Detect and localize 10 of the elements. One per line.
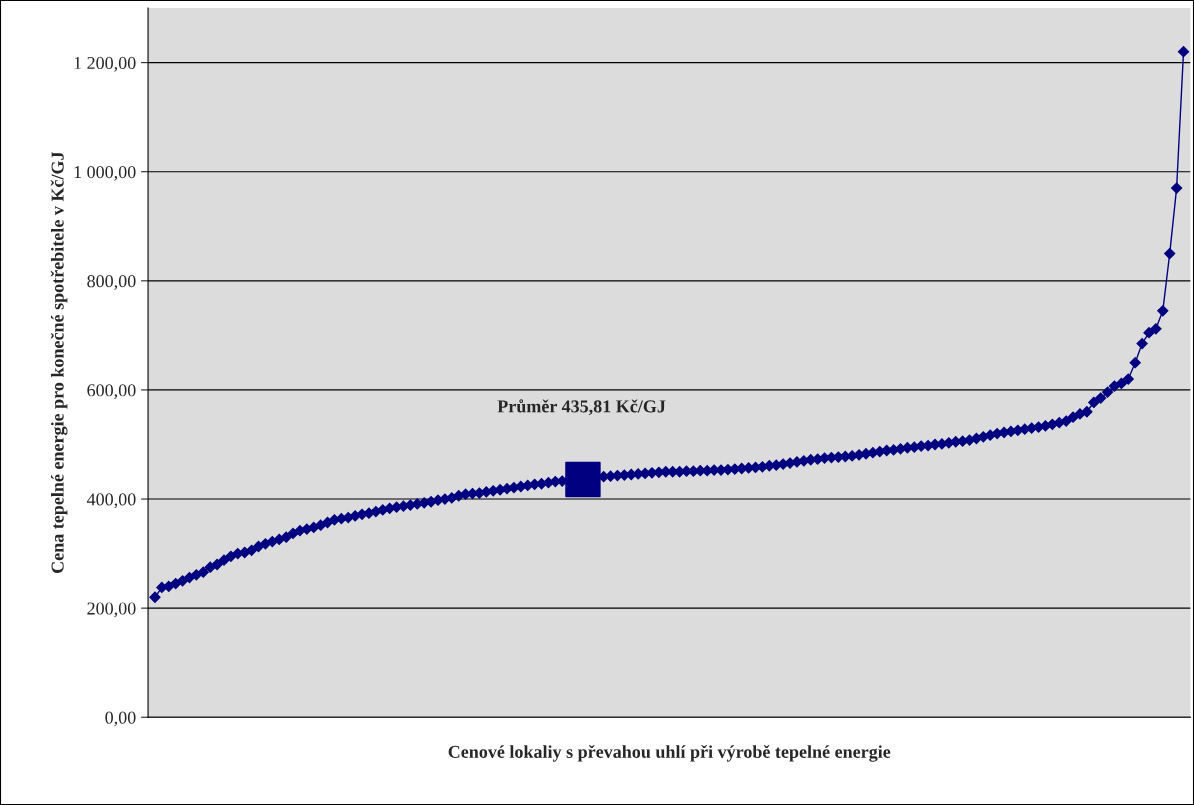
y-tick-label: 200,00 (87, 602, 136, 618)
y-tick-label: 400,00 (86, 493, 136, 509)
annotation: Průměr 435,81 Kč/GJ (497, 399, 666, 416)
y-axis-title: Cena tepelné energie pro konečné spotřebitele v Kč/GJ (50, 151, 68, 573)
x-axis-title: Cenové lokaliy s převahou uhlí při výrobě tepelné energie (448, 745, 891, 762)
y-tick-label: 1 200,00 (74, 56, 136, 72)
y-tick-label: 600,00 (87, 384, 136, 399)
y-tick-label: 800,00 (87, 275, 136, 290)
y-tick-label: 1 000,00 (74, 165, 136, 181)
y-tick-label: 0,00 (105, 711, 136, 727)
